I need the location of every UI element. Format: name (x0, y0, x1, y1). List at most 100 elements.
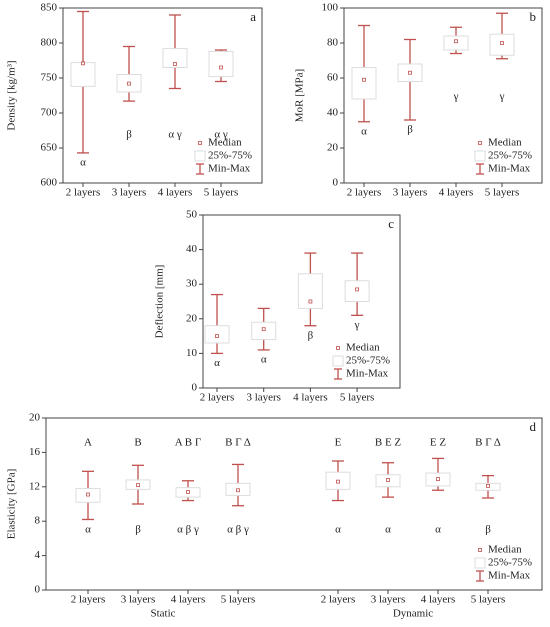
plot-frame (343, 7, 543, 184)
annotation-below: α (261, 353, 267, 365)
x-tick-label: 4 layers (421, 594, 456, 606)
annotation-below: β (126, 129, 132, 141)
annotation-above: Β Γ Δ (225, 437, 251, 449)
annotation-below: β (485, 524, 491, 536)
annotation-above: Β Ε Ζ (375, 437, 402, 449)
y-tick-label: 40 (186, 243, 198, 255)
median (454, 39, 458, 44)
annotation-below: α (435, 524, 441, 536)
legend-label: 25%-75% (488, 150, 532, 162)
legend-label: Min-Max (488, 570, 531, 582)
median (86, 492, 90, 497)
plot-frame (62, 7, 263, 184)
median (136, 483, 140, 487)
annotation-above: Β (134, 437, 141, 449)
legend-median (478, 548, 482, 552)
median (173, 62, 177, 66)
legend-label: 25%-75% (208, 150, 252, 162)
annotation-below: α γ (214, 129, 228, 141)
iqr-box (325, 471, 351, 490)
median (386, 478, 390, 482)
legend-label: Median (488, 137, 522, 149)
y-tick-label: 0 (333, 177, 339, 189)
median (486, 484, 490, 488)
y-tick-label: 850 (41, 2, 58, 14)
annotation-above: Ε (335, 437, 342, 449)
y-tick-label: 20 (29, 412, 41, 424)
median (355, 287, 360, 292)
x-tick-label: 4 layers (171, 594, 206, 606)
y-tick-label: 8 (35, 515, 41, 527)
y-axis-label: Elasticity [GPa] (6, 469, 18, 540)
y-tick-label: 40 (327, 107, 339, 119)
median (436, 477, 440, 481)
median (408, 70, 412, 75)
y-tick-label: 650 (41, 142, 58, 154)
iqr-box (425, 472, 451, 487)
iqr-box (116, 74, 142, 93)
y-tick-label: 600 (41, 177, 58, 189)
median (500, 41, 504, 45)
panel-label: c (388, 216, 394, 231)
annotation-below: β (135, 524, 141, 536)
x-tick-label: 3 layers (121, 594, 156, 606)
legend-median (478, 141, 482, 145)
annotation-below: β (308, 329, 314, 341)
legend-label: Median (208, 137, 242, 149)
legend-box (474, 557, 486, 569)
median (219, 65, 223, 70)
annotation-below: α β γ (227, 524, 249, 536)
legend-label: Median (346, 342, 380, 354)
annotation-below: α β γ (177, 524, 199, 536)
iqr-box (125, 479, 151, 490)
y-tick-label: 60 (327, 72, 339, 84)
annotation-below: α (361, 125, 367, 137)
x-tick-label: 3 layers (246, 392, 281, 404)
y-tick-label: 20 (186, 312, 198, 324)
iqr-box (208, 50, 234, 78)
y-tick-label: 4 (35, 549, 41, 561)
iqr-box (70, 62, 96, 87)
legend-box (332, 355, 344, 367)
annotation-above: Β Γ Δ (475, 437, 501, 449)
panel-label: b (530, 9, 537, 24)
y-tick-label: 50 (186, 209, 198, 221)
y-tick-label: 750 (41, 72, 58, 84)
iqr-box (375, 474, 401, 488)
y-tick-label: 20 (327, 142, 339, 154)
y-tick-label: 30 (186, 278, 198, 290)
y-axis-label: MoR [MPa] (294, 69, 306, 122)
legend-label: 25%-75% (488, 557, 532, 569)
y-tick-label: 800 (41, 37, 58, 49)
median (127, 81, 131, 86)
annotation-below: α (385, 524, 391, 536)
x-tick-label: 4 layers (293, 392, 328, 404)
legend-label: 25%-75% (346, 355, 390, 367)
annotation-above: Ε Ζ (430, 437, 446, 449)
median (308, 299, 313, 304)
y-tick-label: 12 (29, 480, 40, 492)
plot-frame (202, 214, 401, 389)
legend-label: Min-Max (346, 368, 389, 380)
x-tick-label: 2 layers (66, 187, 101, 199)
median (215, 334, 219, 339)
iqr-box (475, 482, 501, 491)
median (186, 490, 190, 494)
annotation-below: γ (453, 91, 459, 103)
legend-box (194, 150, 206, 162)
y-tick-label: 700 (41, 107, 58, 119)
x-tick-label: 5 layers (485, 187, 520, 199)
legend-label: Min-Max (488, 163, 531, 175)
median (336, 479, 340, 484)
x-tick-label: 5 layers (340, 392, 375, 404)
median (362, 77, 366, 82)
annotation-below: α (214, 357, 220, 369)
panel-label: a (250, 9, 256, 24)
legend-box (474, 150, 486, 162)
annotation-below: γ (354, 319, 360, 331)
x-tick-label: 3 layers (112, 187, 147, 199)
y-axis-label: Density [kg/m³] (6, 60, 18, 130)
iqr-box (175, 487, 201, 498)
annotation-below: α γ (168, 129, 182, 141)
annotation-below: β (407, 124, 413, 136)
